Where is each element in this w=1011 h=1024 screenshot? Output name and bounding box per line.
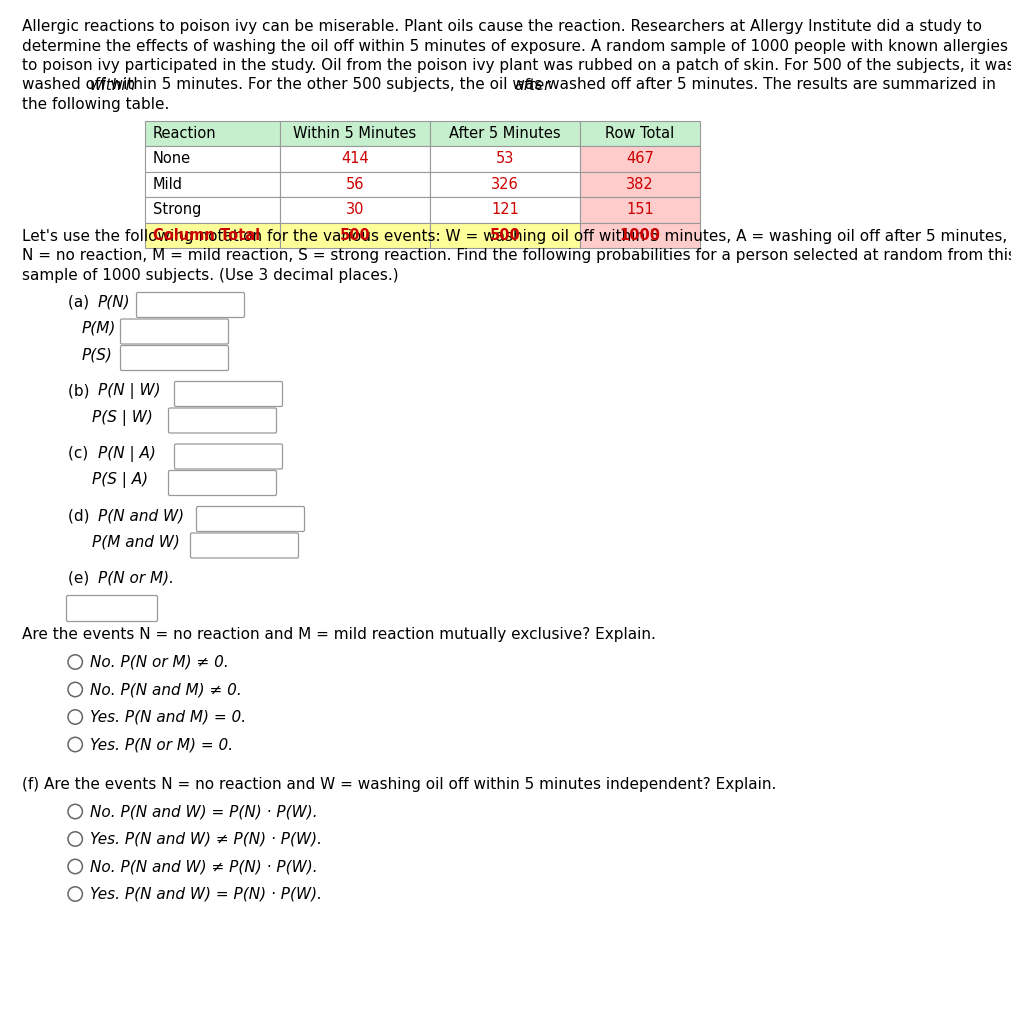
Text: P(M and W): P(M and W) [92,535,180,550]
Text: No. P(N and W) ≠ P(N) · P(W).: No. P(N and W) ≠ P(N) · P(W). [90,859,317,874]
Text: P(M): P(M) [82,321,116,336]
FancyBboxPatch shape [145,171,280,197]
FancyBboxPatch shape [280,197,430,222]
FancyBboxPatch shape [145,222,280,248]
Text: (e): (e) [68,570,94,586]
FancyBboxPatch shape [280,171,430,197]
Circle shape [68,804,83,819]
Text: Allergic reactions to poison ivy can be miserable. Plant oils cause the reaction: Allergic reactions to poison ivy can be … [22,19,982,34]
FancyBboxPatch shape [67,596,158,622]
FancyBboxPatch shape [580,222,700,248]
Text: 414: 414 [341,152,369,166]
Text: (b): (b) [68,383,94,398]
Text: 382: 382 [626,177,654,191]
FancyBboxPatch shape [580,171,700,197]
FancyBboxPatch shape [145,146,280,171]
Circle shape [68,710,83,724]
FancyBboxPatch shape [169,408,276,433]
Text: Yes. P(N and M) = 0.: Yes. P(N and M) = 0. [90,710,246,725]
FancyBboxPatch shape [430,222,580,248]
FancyBboxPatch shape [280,121,430,146]
Text: the following table.: the following table. [22,97,170,112]
FancyBboxPatch shape [145,197,280,222]
Text: (a): (a) [68,294,94,309]
Text: within: within [90,78,135,92]
Text: No. P(N and W) = P(N) · P(W).: No. P(N and W) = P(N) · P(W). [90,804,317,819]
Text: 500: 500 [489,227,521,243]
Text: 30: 30 [346,203,364,217]
Text: No. P(N and M) ≠ 0.: No. P(N and M) ≠ 0. [90,682,242,697]
Text: (d): (d) [68,508,94,523]
FancyBboxPatch shape [175,444,282,469]
FancyBboxPatch shape [430,146,580,171]
FancyBboxPatch shape [580,146,700,171]
Text: P(N or M).: P(N or M). [98,570,174,586]
Text: Row Total: Row Total [606,126,674,140]
FancyBboxPatch shape [430,197,580,222]
Text: 500: 500 [340,227,370,243]
Circle shape [68,654,83,670]
Text: 53: 53 [495,152,515,166]
Circle shape [68,831,83,846]
Text: P(S | W): P(S | W) [92,410,153,426]
Text: P(S): P(S) [82,347,113,362]
Text: 326: 326 [491,177,519,191]
Text: Column Total: Column Total [153,227,260,243]
Text: Are the events N = no reaction and M = mild reaction mutually exclusive? Explain: Are the events N = no reaction and M = m… [22,627,656,642]
FancyBboxPatch shape [136,293,245,317]
Text: Let's use the following notation for the various events: W = washing oil off wit: Let's use the following notation for the… [22,228,1007,244]
Text: determine the effects of washing the oil off within 5 minutes of exposure. A ran: determine the effects of washing the oil… [22,39,1008,53]
FancyBboxPatch shape [280,146,430,171]
Text: 121: 121 [491,203,519,217]
FancyBboxPatch shape [580,197,700,222]
Text: P(N | W): P(N | W) [98,383,161,399]
FancyBboxPatch shape [145,121,280,146]
Text: to poison ivy participated in the study. Oil from the poison ivy plant was rubbe: to poison ivy participated in the study.… [22,58,1011,73]
Text: after: after [514,78,550,92]
Text: Yes. P(N and W) ≠ P(N) · P(W).: Yes. P(N and W) ≠ P(N) · P(W). [90,831,321,847]
FancyBboxPatch shape [430,171,580,197]
FancyBboxPatch shape [280,222,430,248]
FancyBboxPatch shape [120,319,228,344]
Circle shape [68,859,83,873]
Text: Strong: Strong [153,203,201,217]
Text: Within 5 Minutes: Within 5 Minutes [293,126,417,140]
FancyBboxPatch shape [196,507,304,531]
Text: Mild: Mild [153,177,183,191]
Text: Yes. P(N and W) = P(N) · P(W).: Yes. P(N and W) = P(N) · P(W). [90,887,321,901]
Text: sample of 1000 subjects. (Use 3 decimal places.): sample of 1000 subjects. (Use 3 decimal … [22,267,398,283]
Text: No. P(N or M) ≠ 0.: No. P(N or M) ≠ 0. [90,654,228,670]
Text: P(N): P(N) [98,294,130,309]
Text: After 5 Minutes: After 5 Minutes [449,126,561,140]
Text: Yes. P(N or M) = 0.: Yes. P(N or M) = 0. [90,737,234,752]
Text: P(N | A): P(N | A) [98,445,156,462]
FancyBboxPatch shape [169,470,276,496]
FancyBboxPatch shape [580,121,700,146]
FancyBboxPatch shape [430,121,580,146]
FancyBboxPatch shape [175,382,282,407]
Text: N = no reaction, M = mild reaction, S = strong reaction. Find the following prob: N = no reaction, M = mild reaction, S = … [22,248,1011,263]
Text: washed off within 5 minutes. For the other 500 subjects, the oil was washed off : washed off within 5 minutes. For the oth… [22,78,996,92]
Text: P(N and W): P(N and W) [98,508,184,523]
FancyBboxPatch shape [190,534,298,558]
Text: P(S | A): P(S | A) [92,472,149,488]
Text: (c): (c) [68,445,93,461]
Circle shape [68,887,83,901]
Text: (f) Are the events N = no reaction and W = washing oil off within 5 minutes inde: (f) Are the events N = no reaction and W… [22,776,776,792]
FancyBboxPatch shape [120,345,228,371]
Text: 1000: 1000 [620,227,660,243]
Text: 151: 151 [626,203,654,217]
Circle shape [68,737,83,752]
Text: 56: 56 [346,177,364,191]
Text: 467: 467 [626,152,654,166]
Text: Reaction: Reaction [153,126,216,140]
Text: None: None [153,152,191,166]
Circle shape [68,682,83,696]
